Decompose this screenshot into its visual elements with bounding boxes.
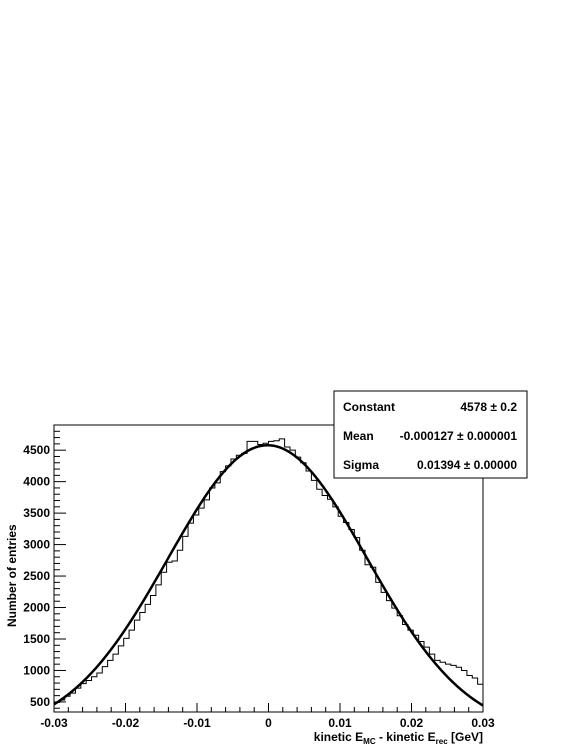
y-axis-ticks: 500 1000 1500 2000 2500 3000 3500 4000 4500 [23, 424, 66, 709]
x-axis-ticks: -0.03 -0.02 -0.01 0 0.01 0.02 0.03 [40, 703, 495, 730]
y-tick-label: 3500 [23, 506, 50, 520]
stats-value-sigma: 0.01394 ± 0.00000 [417, 458, 517, 472]
x-tick-label: 0.03 [471, 716, 495, 730]
y-axis-title: Number of entries [5, 524, 19, 627]
y-tick-label: 500 [30, 695, 50, 709]
x-axis-title-sub-2: rec [436, 737, 449, 746]
x-axis-title-sub-1: MC [363, 737, 376, 746]
x-tick-label: -0.03 [40, 716, 68, 730]
stats-label-mean: Mean [343, 429, 374, 443]
y-tick-label: 2500 [23, 569, 50, 583]
stats-label-constant: Constant [343, 400, 395, 414]
x-axis-title-part-3: [GeV] [448, 730, 483, 744]
y-tick-label: 4000 [23, 475, 50, 489]
x-tick-label: 0 [265, 716, 272, 730]
y-tick-label: 3000 [23, 538, 50, 552]
x-tick-label: 0.02 [400, 716, 424, 730]
stats-label-sigma: Sigma [343, 458, 379, 472]
stats-value-constant: 4578 ± 0.2 [460, 400, 517, 414]
gaussian-fit-curve [53, 444, 484, 707]
x-tick-label: -0.01 [183, 716, 211, 730]
stats-box-frame [333, 390, 528, 479]
x-axis-title-part-1: kinetic E [314, 730, 363, 744]
x-tick-label: 0.01 [328, 716, 352, 730]
stats-value-mean: -0.000127 ± 0.000001 [400, 429, 518, 443]
y-tick-label: 2000 [23, 601, 50, 615]
y-tick-label: 4500 [23, 443, 50, 457]
x-tick-label: -0.02 [112, 716, 140, 730]
fit-stats-box: Constant 4578 ± 0.2 Mean -0.000127 ± 0.0… [333, 390, 528, 479]
x-axis-title-part-2: - kinetic E [376, 730, 436, 744]
y-tick-label: 1500 [23, 632, 50, 646]
y-tick-label: 1000 [23, 663, 50, 677]
x-axis-title: kinetic EMC - kinetic Erec [GeV] [314, 730, 483, 746]
